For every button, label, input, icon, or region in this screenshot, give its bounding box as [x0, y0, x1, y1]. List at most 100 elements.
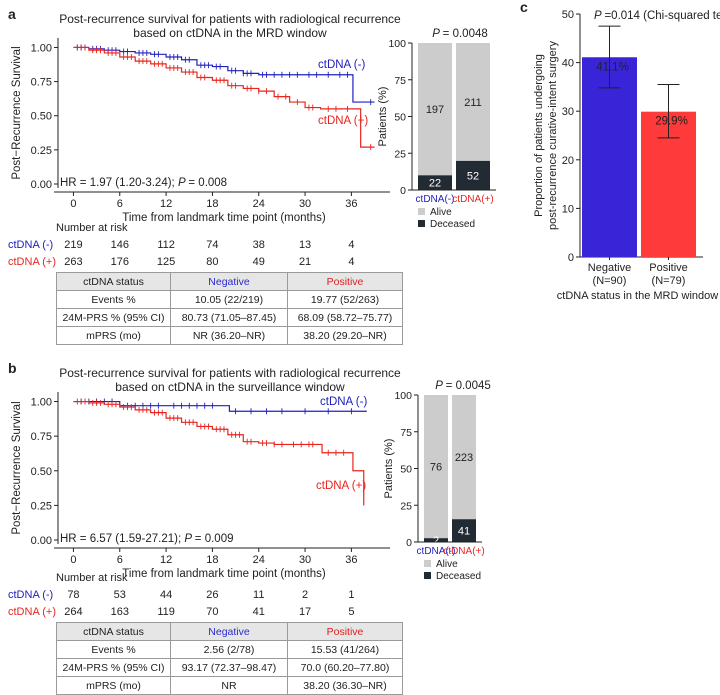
table-cell: 19.77 (52/263)	[287, 290, 403, 309]
table-header-row: ctDNA status Negative Positive	[56, 272, 403, 291]
y-tick-label: 20	[562, 155, 574, 167]
km-curve-positive	[73, 46, 375, 148]
risk-value: 4	[348, 256, 354, 268]
x-axis-label: Time from landmark time point (months)	[122, 212, 326, 224]
risk-row-label: ctDNA (-)	[8, 239, 53, 251]
chart-subtitle: based on ctDNA in the surveillance windo…	[115, 380, 345, 394]
risk-value: 5	[348, 606, 354, 618]
risk-value: 1	[348, 589, 354, 601]
legend-swatch-alive	[424, 560, 431, 567]
bar-value-label: 29.9%	[655, 116, 688, 128]
risk-value: 2	[302, 589, 308, 601]
table-row: 24M-PRS % (95% CI) 80.73 (71.05–87.45) 6…	[56, 308, 403, 327]
curve-label-positive: ctDNA (+)	[318, 115, 368, 127]
table-cell: 70.0 (60.20–77.80)	[287, 658, 403, 677]
table-cell: 2.56 (2/78)	[170, 640, 288, 659]
y-tick-label: 0.25	[31, 500, 52, 512]
y-axis-label: Patients (%)	[377, 87, 389, 147]
chart-subtitle: based on ctDNA in the MRD window	[133, 26, 327, 40]
bar-category-count: (N=79)	[652, 275, 686, 287]
y-tick-label: 100	[394, 390, 412, 402]
p-symbol: P	[432, 28, 442, 40]
table-cell: mPRS (mo)	[56, 326, 171, 345]
bar-category-label: ctDNA(-)	[416, 194, 455, 205]
x-tick-label: 24	[253, 198, 265, 210]
table-header-row: ctDNA status Negative Positive	[56, 622, 403, 641]
table-header-cell: Positive	[287, 622, 403, 641]
bar-alive	[452, 395, 476, 520]
p-value: = 0.0048	[443, 28, 488, 40]
y-tick-label: 1.00	[31, 397, 52, 409]
bar-value-alive: 223	[455, 452, 473, 464]
legend-swatch-deceased	[418, 220, 425, 227]
risk-value: 53	[114, 589, 126, 601]
table-cell: 24M-PRS % (95% CI)	[56, 308, 171, 327]
risk-value: 176	[111, 256, 129, 268]
bar-alive	[418, 43, 452, 176]
y-tick-label: 100	[388, 38, 406, 50]
risk-value: 74	[206, 239, 218, 251]
x-tick-label: 36	[345, 554, 357, 566]
table-cell: 15.53 (41/264)	[287, 640, 403, 659]
table-cell: 38.20 (29.20–NR)	[287, 326, 403, 345]
chart-title: Post-recurrence survival for patients wi…	[59, 12, 401, 26]
x-tick-label: 12	[160, 198, 172, 210]
y-axis-label: Proportion of patients undergoing	[533, 54, 545, 217]
y-tick-label: 0	[406, 537, 412, 549]
y-tick-label: 10	[562, 203, 574, 215]
table-cell: 93.17 (72.37–98.47)	[170, 658, 288, 677]
table-row: mPRS (mo) NR (36.20–NR) 38.20 (29.20–NR)	[56, 326, 403, 345]
bar-value-alive: 211	[464, 97, 482, 109]
km-curve-negative	[73, 46, 375, 103]
x-tick-label: 24	[253, 554, 265, 566]
p-value: = 0.008	[188, 177, 227, 189]
risk-value: 41	[253, 606, 265, 618]
risk-value: 146	[111, 239, 129, 251]
y-tick-label: 25	[394, 148, 406, 160]
risk-value: 17	[299, 606, 311, 618]
table-cell: 80.73 (71.05–87.45)	[170, 308, 288, 327]
risk-value: 80	[206, 256, 218, 268]
table-header-cell: ctDNA status	[56, 622, 171, 641]
y-tick-label: 75	[400, 427, 412, 439]
x-axis-label: Time from landmark time point (months)	[122, 568, 326, 580]
legend-label-deceased: Deceased	[430, 219, 475, 230]
table-cell: 10.05 (22/219)	[170, 290, 288, 309]
risk-value: 13	[299, 239, 311, 251]
y-tick-label: 0.50	[31, 111, 52, 123]
legend-swatch-deceased	[424, 572, 431, 579]
y-tick-label: 0.00	[31, 535, 52, 547]
risk-row-label: ctDNA (-)	[8, 589, 53, 601]
table-row: Events % 10.05 (22/219) 19.77 (52/263)	[56, 290, 403, 309]
hazard-ratio: HR = 6.57 (1.59-27.21); P = 0.009	[60, 533, 234, 545]
bar-p-value: P = 0.0048	[432, 28, 488, 40]
bar-deceased	[424, 538, 448, 542]
bar-deceased	[452, 519, 476, 542]
table-row: Events % 2.56 (2/78) 15.53 (41/264)	[56, 640, 403, 659]
p-value: =0.014 (Chi-squared test)	[604, 10, 720, 22]
y-tick-label: 0.75	[31, 77, 52, 89]
bar-value-deceased: 22	[429, 178, 441, 190]
y-tick-label: 25	[400, 500, 412, 512]
y-tick-label: 50	[562, 9, 574, 21]
panel-letter: a	[8, 6, 16, 22]
table-header-cell: Negative	[170, 272, 288, 291]
p-symbol: P	[184, 533, 194, 545]
y-axis-label: Post−Recurrence Survival	[11, 401, 23, 534]
risk-value: 11	[253, 589, 264, 601]
curve-label-negative: ctDNA (-)	[320, 396, 367, 408]
risk-value: 49	[253, 256, 265, 268]
bar-deceased	[456, 160, 490, 190]
table-cell: 38.20 (36.30–NR)	[287, 676, 403, 695]
risk-value: 44	[160, 589, 172, 601]
chart-title: P =0.014 (Chi-squared test)	[594, 10, 720, 22]
risk-value: 264	[64, 606, 82, 618]
risk-table-title: Number at risk	[56, 572, 128, 584]
y-axis-label: Patients (%)	[383, 439, 395, 499]
bar-category-label: ctDNA(+)	[452, 194, 493, 205]
risk-row-label: ctDNA (+)	[8, 256, 56, 268]
x-axis-label: ctDNA status in the MRD window	[557, 290, 718, 302]
legend-label-deceased: Deceased	[436, 571, 481, 582]
chart-title: Post-recurrence survival for patients wi…	[59, 366, 401, 380]
